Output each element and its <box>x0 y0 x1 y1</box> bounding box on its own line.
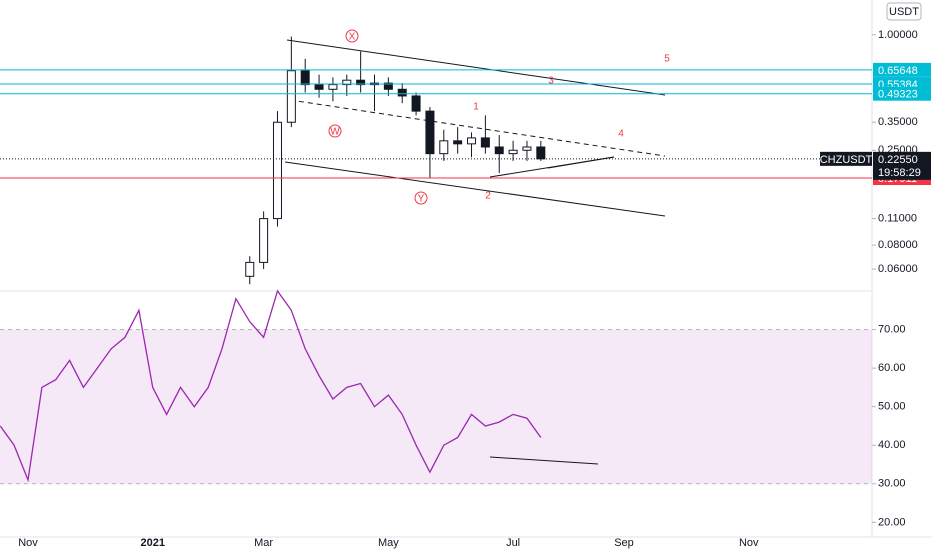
candle-body <box>480 137 490 148</box>
rsi-band-layer <box>0 329 872 485</box>
price-label: 0.65648 <box>878 65 918 77</box>
y-tick-label: 70.00 <box>878 323 906 335</box>
wave-label: 3 <box>548 76 554 87</box>
wave-label: Y <box>418 194 425 205</box>
symbol-label: CHZUSDT <box>820 154 873 166</box>
candle-body <box>259 218 269 263</box>
y-tick-label: 1.00000 <box>878 29 918 41</box>
candle-body <box>300 70 310 86</box>
wave-label: 4 <box>618 129 624 140</box>
wave-label: 2 <box>485 191 491 202</box>
rsi-band <box>0 329 872 484</box>
wave-circle <box>345 29 359 43</box>
y-tick-label: 30.00 <box>878 478 906 490</box>
candle-body <box>494 146 504 155</box>
candle-body <box>314 84 324 90</box>
trendline <box>286 39 666 96</box>
candle-body <box>356 79 366 86</box>
candle-body <box>536 146 546 160</box>
y-tick-label: 50.00 <box>878 401 906 413</box>
y-tick-label: 0.06000 <box>878 263 918 275</box>
candle-body <box>328 84 338 90</box>
last-price-box <box>873 151 931 180</box>
x-tick-label: Mar <box>254 537 273 549</box>
trendline <box>289 99 666 157</box>
candle-body <box>286 70 296 123</box>
x-tick-label: 2021 <box>140 537 164 549</box>
wave-label: W <box>330 127 340 138</box>
symbol-box <box>820 151 872 166</box>
currency-label[interactable]: USDT <box>889 6 919 18</box>
currency-button[interactable] <box>886 2 922 21</box>
y-tick-label: 0.08000 <box>878 239 918 251</box>
candle-body <box>342 79 352 86</box>
wave-circle <box>414 191 428 205</box>
wave-label: 1 <box>473 102 479 113</box>
candle-body <box>508 149 518 155</box>
wave-circle <box>328 124 342 138</box>
trendline <box>284 161 666 217</box>
trendline <box>489 456 599 465</box>
candle-body <box>425 110 435 155</box>
candle-body <box>453 140 463 145</box>
candle-body <box>397 88 407 97</box>
y-tick-label: 20.00 <box>878 516 906 528</box>
countdown: 19:58:29 <box>878 167 921 179</box>
x-tick-label: Jul <box>506 537 520 549</box>
candle-body <box>467 137 477 145</box>
candle-body <box>383 82 393 90</box>
rsi-line <box>0 289 542 483</box>
price-label-box <box>873 86 931 101</box>
x-tick-label: Sep <box>614 537 634 549</box>
price-label-box <box>873 62 931 77</box>
candle-body <box>245 261 255 277</box>
y-tick-label: 60.00 <box>878 362 906 374</box>
y-tick-label: 0.11000 <box>878 213 917 225</box>
x-tick-label: May <box>378 537 399 549</box>
x-tick-label: Nov <box>18 537 38 549</box>
candle-body <box>272 121 282 220</box>
price-label: 0.49323 <box>878 89 918 101</box>
candle-body <box>522 146 532 151</box>
x-tick-label: Nov <box>739 537 759 549</box>
candle-body <box>411 95 421 112</box>
wave-circles <box>328 29 428 205</box>
y-tick-label: 0.35000 <box>878 116 918 128</box>
drawings <box>284 39 666 465</box>
wave-label: 5 <box>664 54 670 65</box>
y-tick-label: 40.00 <box>878 439 906 451</box>
last-price-label: 0.22550 <box>878 154 918 166</box>
candle-body <box>439 140 449 155</box>
wave-label: X <box>349 32 356 43</box>
